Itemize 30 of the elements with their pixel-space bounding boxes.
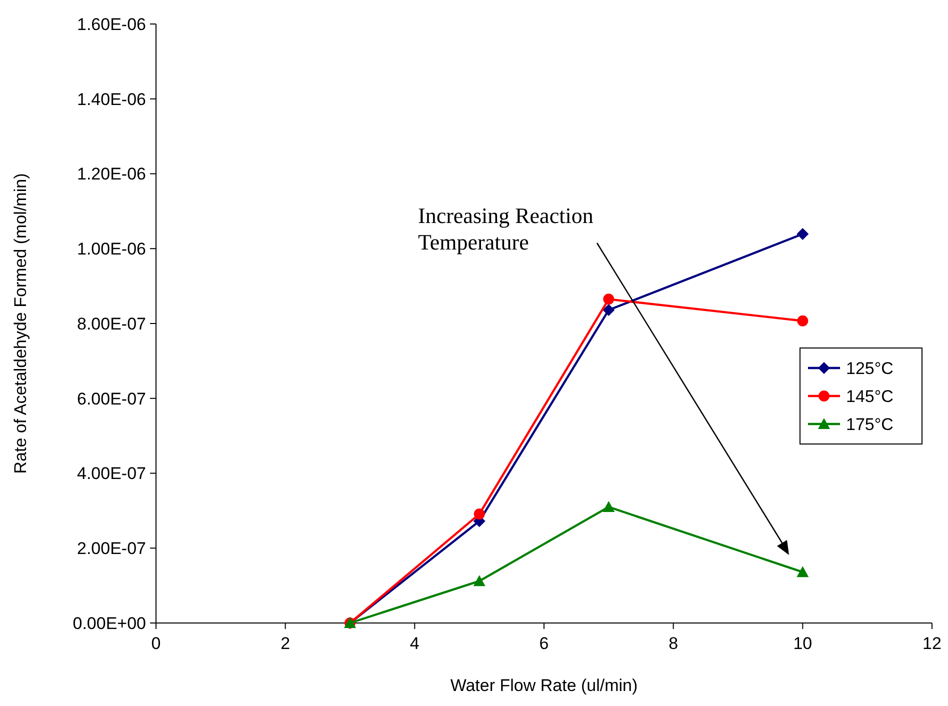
- legend-label: 145°C: [846, 386, 894, 406]
- point: [602, 304, 615, 316]
- y-tick-label: 1.20E-06: [77, 164, 146, 184]
- y-tick-label: 1.60E-06: [77, 14, 146, 34]
- x-tick-label: 10: [793, 634, 812, 653]
- y-tick-label: 2.00E-07: [77, 539, 146, 558]
- legend-label: 175°C: [846, 414, 894, 434]
- x-tick-label: 0: [151, 634, 161, 653]
- point: [797, 315, 808, 326]
- y-tick-label: 8.00E-07: [77, 314, 146, 334]
- y-tick-label: 4.00E-07: [77, 464, 146, 484]
- x-tick-label: 6: [539, 634, 549, 653]
- y-tick-label: 6.00E-07: [77, 389, 146, 408]
- annotation: Increasing Reaction Temperature: [418, 203, 594, 254]
- point: [796, 228, 809, 240]
- legend-label: 125°C: [846, 358, 894, 378]
- point: [473, 575, 486, 586]
- x-axis-title: Water Flow Rate (ul/min): [450, 676, 638, 695]
- y-tick-label: 1.00E-06: [77, 240, 146, 259]
- y-axis-title: Rate of Acetaldehyde Formed (mol/min): [11, 173, 30, 474]
- point: [602, 500, 615, 512]
- x-tick-label: 12: [922, 634, 942, 653]
- point: [603, 294, 614, 305]
- point: [474, 508, 485, 520]
- y-tick-label: 0.00E+00: [72, 614, 146, 633]
- x-tick-label: 4: [410, 634, 420, 653]
- x-tick-label: 2: [280, 634, 290, 653]
- y-tick-label: 1.40E-06: [77, 90, 146, 109]
- point: [796, 566, 809, 578]
- x-tick-label: 8: [668, 634, 678, 653]
